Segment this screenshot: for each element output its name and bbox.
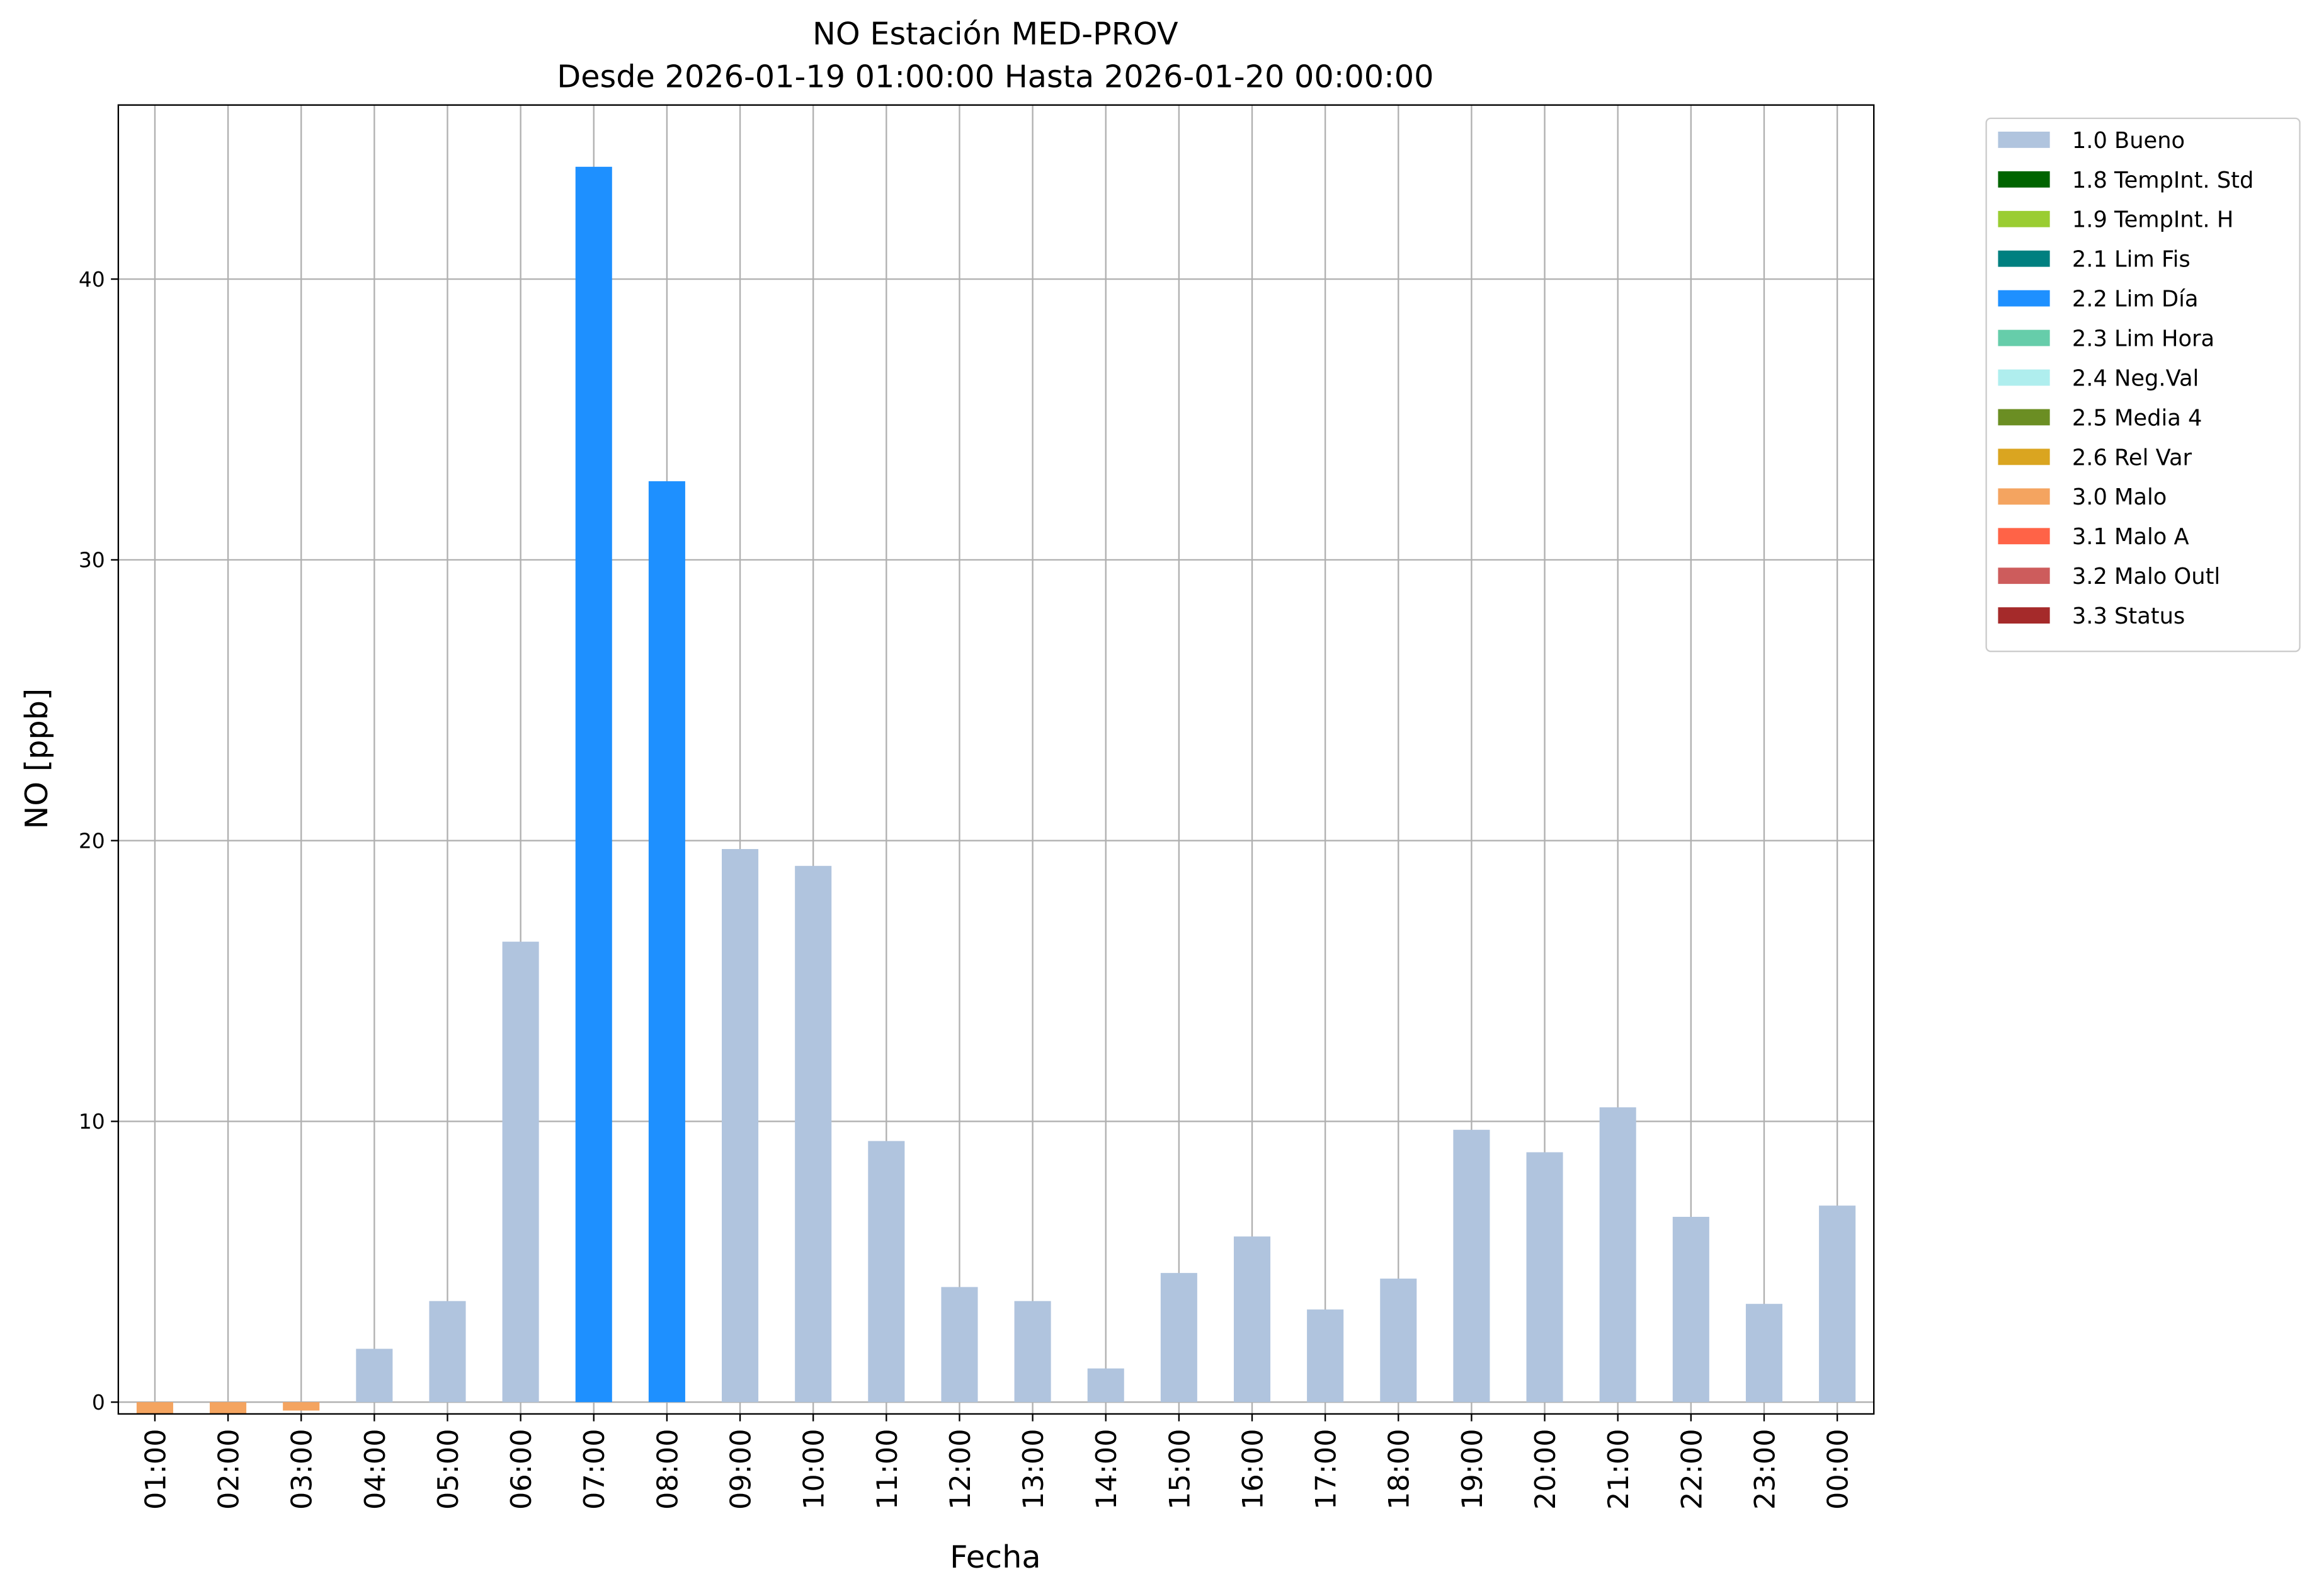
- bar: [356, 1348, 393, 1403]
- legend-swatch: [1998, 250, 2050, 267]
- x-tick-label: 13:00: [1017, 1428, 1050, 1510]
- x-tick-label: 06:00: [505, 1428, 538, 1510]
- x-tick-label: 05:00: [432, 1428, 465, 1510]
- y-axis-label: NO [ppb]: [18, 688, 55, 829]
- bar: [136, 1402, 173, 1414]
- bar: [1672, 1216, 1709, 1403]
- bar: [575, 166, 612, 1403]
- x-tick-label: 03:00: [286, 1428, 319, 1510]
- legend-swatch: [1998, 488, 2050, 505]
- legend-label: 2.6 Rel Var: [2072, 445, 2192, 470]
- legend-swatch: [1998, 290, 2050, 307]
- bar: [1307, 1309, 1344, 1403]
- bar: [648, 481, 685, 1403]
- x-tick-label: 19:00: [1456, 1428, 1489, 1510]
- legend-swatch: [1998, 607, 2050, 624]
- x-tick-label: 23:00: [1748, 1428, 1781, 1510]
- legend-label: 1.0 Bueno: [2072, 128, 2185, 154]
- legend-swatch: [1998, 448, 2050, 465]
- legend-swatch: [1998, 369, 2050, 386]
- plot-frame: [117, 104, 1875, 1415]
- y-tick-label: 10: [79, 1109, 105, 1134]
- legend-label: 3.1 Malo A: [2072, 524, 2189, 550]
- chart-title: NO Estación MED-PROV: [812, 15, 1178, 52]
- bar: [1526, 1152, 1563, 1403]
- legend-swatch: [1998, 329, 2050, 346]
- x-tick-label: 18:00: [1383, 1428, 1416, 1510]
- x-tick-label: 11:00: [871, 1428, 904, 1510]
- legend-swatch: [1998, 409, 2050, 426]
- x-tick-label: 14:00: [1090, 1428, 1123, 1510]
- bar: [210, 1402, 247, 1414]
- x-tick-label: 15:00: [1163, 1428, 1196, 1510]
- x-tick-label: 17:00: [1310, 1428, 1343, 1510]
- bar: [1453, 1129, 1490, 1403]
- legend-label: 2.4 Neg.Val: [2072, 365, 2199, 391]
- legend-label: 2.2 Lim Día: [2072, 287, 2199, 312]
- bar: [1380, 1279, 1417, 1403]
- legend-label: 2.5 Media 4: [2072, 405, 2202, 431]
- y-tick-label: 20: [79, 828, 105, 853]
- y-tick-label: 0: [92, 1390, 105, 1415]
- x-tick-label: 20:00: [1529, 1428, 1562, 1510]
- x-tick-label: 01:00: [139, 1428, 172, 1510]
- legend-label: 1.8 TempInt. Std: [2072, 168, 2254, 193]
- bar: [868, 1141, 905, 1403]
- bar: [1599, 1107, 1636, 1403]
- x-tick-label: 22:00: [1675, 1428, 1708, 1510]
- x-tick-label: 00:00: [1822, 1428, 1855, 1510]
- bar: [283, 1402, 320, 1411]
- legend-label: 3.0 Malo: [2072, 484, 2167, 510]
- legend-label: 1.9 TempInt. H: [2072, 207, 2233, 233]
- chart-subtitle: Desde 2026-01-19 01:00:00 Hasta 2026-01-…: [557, 59, 1433, 95]
- x-tick-label: 21:00: [1602, 1428, 1635, 1510]
- bar: [429, 1301, 466, 1403]
- bar: [1745, 1304, 1783, 1403]
- x-tick-label: 02:00: [213, 1428, 246, 1510]
- bar: [1014, 1301, 1051, 1403]
- y-tick-label: 30: [79, 548, 105, 573]
- legend-swatch: [1998, 528, 2050, 545]
- x-tick-label: 09:00: [724, 1428, 757, 1510]
- x-tick-label: 07:00: [578, 1428, 611, 1510]
- bar: [502, 942, 539, 1403]
- x-tick-label: 08:00: [651, 1428, 684, 1510]
- x-tick-label: 12:00: [944, 1428, 977, 1510]
- legend-swatch: [1998, 567, 2050, 584]
- legend-label: 2.1 Lim Fis: [2072, 247, 2191, 273]
- legend-box: [1985, 117, 2301, 653]
- bar: [1819, 1206, 1856, 1403]
- legend-swatch: [1998, 132, 2050, 148]
- legend-label: 3.2 Malo Outl: [2072, 564, 2220, 590]
- legend-swatch: [1998, 171, 2050, 188]
- x-tick-label: 10:00: [798, 1428, 831, 1510]
- legend-label: 3.3 Status: [2072, 603, 2185, 629]
- bar: [941, 1287, 978, 1403]
- x-tick-label: 16:00: [1236, 1428, 1269, 1510]
- x-axis-label: Fecha: [950, 1539, 1041, 1575]
- legend-swatch: [1998, 210, 2050, 227]
- bar: [1233, 1236, 1271, 1403]
- bar: [795, 865, 832, 1403]
- bar: [722, 849, 759, 1403]
- x-tick-label: 04:00: [359, 1428, 392, 1510]
- bar: [1087, 1368, 1124, 1403]
- legend-label: 2.3 Lim Hora: [2072, 326, 2214, 352]
- y-tick-label: 40: [79, 267, 105, 292]
- bar: [1160, 1273, 1197, 1403]
